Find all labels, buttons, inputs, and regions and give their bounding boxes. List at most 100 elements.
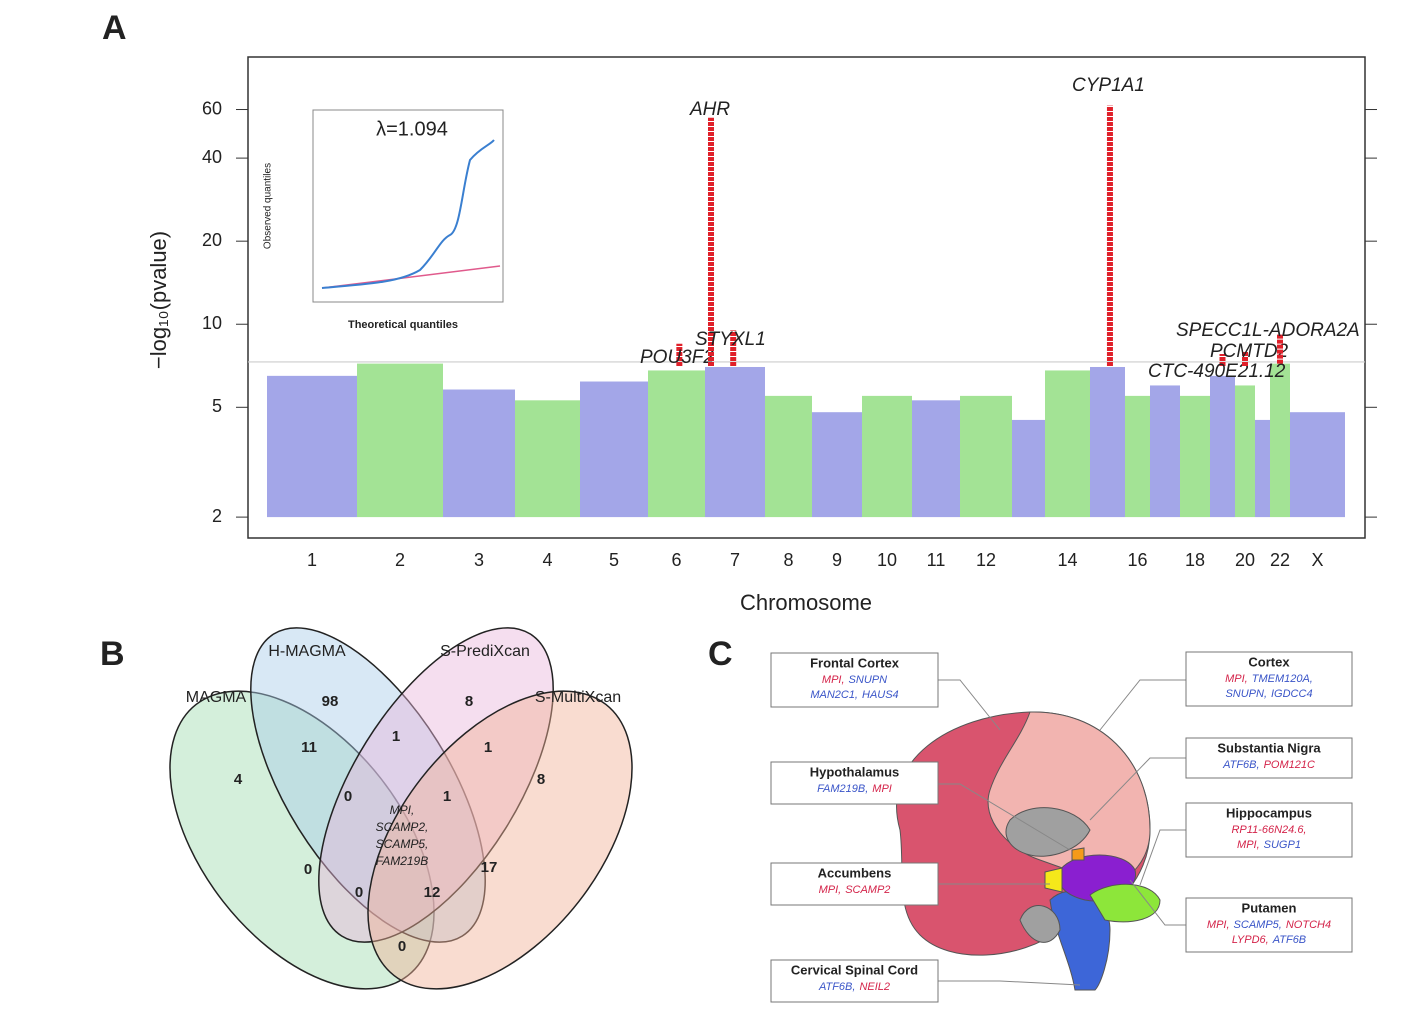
venn-center-gene: SCAMP5, [376,837,429,851]
gene-line: MPI, TMEM120A, [1225,673,1313,685]
gene-line: LYPD6, ATF6B [1232,934,1306,946]
gene: FAM219B, [817,783,868,795]
chromosome-column [912,400,960,518]
venn-count: 0 [398,938,406,955]
gene: ATF6B, [1222,759,1259,771]
region-title: Hippocampus [1226,805,1312,820]
x-tick-label: 12 [976,550,996,570]
x-tick-label: 2 [395,550,405,570]
chromosome-column [862,395,912,518]
hit-label: SPECC1L-ADORA2A [1176,320,1360,341]
x-tick-label: 9 [832,550,842,570]
hippocampus-shape [1089,883,1161,923]
region-title: Cervical Spinal Cord [791,962,918,977]
hit-label: STYXL1 [695,329,766,350]
gene: MPI, [819,884,842,896]
x-tick-label: 10 [877,550,897,570]
chromosome-column [267,375,357,518]
qq-null-line [321,265,501,289]
x-tick-label: X [1311,550,1323,570]
x-tick-label: 14 [1057,550,1077,570]
venn-count: 11 [301,739,317,756]
gene-line: MAN2C1, HAUS4 [810,689,898,701]
venn-set [250,627,486,943]
y-tick-label: 40 [202,147,222,167]
region-box [1185,802,1353,858]
y-axis-label: −log₁₀(pvalue) [146,231,171,369]
region-box [1185,737,1353,779]
chromosome-column [580,381,648,518]
chromosome-column [1255,419,1270,518]
venn-set-label: H-MAGMA [268,643,346,660]
venn-set [318,627,554,943]
venn-count: 1 [484,739,492,756]
gene: MPI, [1237,839,1260,851]
y-tick-label: 60 [202,98,222,118]
chromosome-column [357,363,443,518]
x-tick-label: 11 [927,550,946,570]
gene-line: SNUPN, IGDCC4 [1225,688,1312,700]
venn-count: 12 [424,884,441,901]
region-box [770,652,939,708]
gene: NOTCH4 [1286,919,1331,931]
region-title: Substantia Nigra [1217,740,1321,755]
inset-title: λ=1.094 [376,118,448,140]
gene: LYPD6, [1232,934,1269,946]
hit-label: CYP1A1 [1072,75,1145,96]
gene: MAN2C1, [810,689,858,701]
y-tick-label: 5 [212,396,222,416]
region-title: Accumbens [818,865,892,880]
chromosome-column [1150,385,1180,518]
gene-line: MPI, SCAMP2 [819,884,891,896]
panel-label: B [100,635,125,673]
x-tick-label: 20 [1235,550,1255,570]
chromosome-column [1125,395,1150,518]
chromosome-column [1235,385,1255,518]
chromosome-column [960,395,1012,518]
venn-count: 1 [443,788,451,805]
venn-count: 17 [481,859,498,876]
chromosome-column [705,366,765,518]
gene: IGDCC4 [1271,688,1313,700]
gene-line: ATF6B, POM121C [1222,759,1315,771]
qq-inset: λ=1.094 Theoretical quantiles Observed q… [263,109,504,331]
chromosome-column [1210,375,1235,518]
x-tick-label: 4 [542,550,552,570]
venn-count: 0 [355,884,363,901]
gene: HAUS4 [862,689,899,701]
venn-set [367,690,633,990]
gene: SCAMP5, [1234,919,1282,931]
chromosome-column [1270,363,1290,518]
chromosome-column [1012,419,1045,518]
gene: MPI [872,783,892,795]
region-box [770,761,939,805]
venn-center-gene: MPI, [390,803,415,817]
venn-count: 1 [392,728,400,745]
x-tick-label: 7 [730,550,740,570]
accumbens-shape [1044,867,1063,893]
venn-count: 0 [304,861,312,878]
leader-lines [938,679,1186,986]
x-tick-label: 1 [307,550,317,570]
gene: SNUPN, [1225,688,1267,700]
chromosome-column [1290,412,1345,518]
brain-gray [1005,807,1091,857]
hit-label: CTC-490E21.12 [1148,361,1286,382]
venn-center-gene: SCAMP2, [376,820,429,834]
region-box [770,959,939,1003]
chromosome-column [1180,395,1210,518]
gene: SNUPN [849,674,888,686]
gene-line: RP11-66N24.6, [1231,824,1306,836]
venn-set-label: S-PrediXcan [440,643,530,660]
gene: TMEM120A, [1252,673,1313,685]
gene: RP11-66N24.6, [1231,824,1306,836]
gene: SUGP1 [1264,839,1301,851]
x-tick-label: 22 [1270,550,1290,570]
hit-label: AHR [689,99,730,120]
y-tick-label: 20 [202,230,222,250]
region-box [1185,897,1353,953]
venn-count: 8 [465,693,473,710]
region-title: Hypothalamus [810,764,900,779]
brain [896,679,1186,991]
